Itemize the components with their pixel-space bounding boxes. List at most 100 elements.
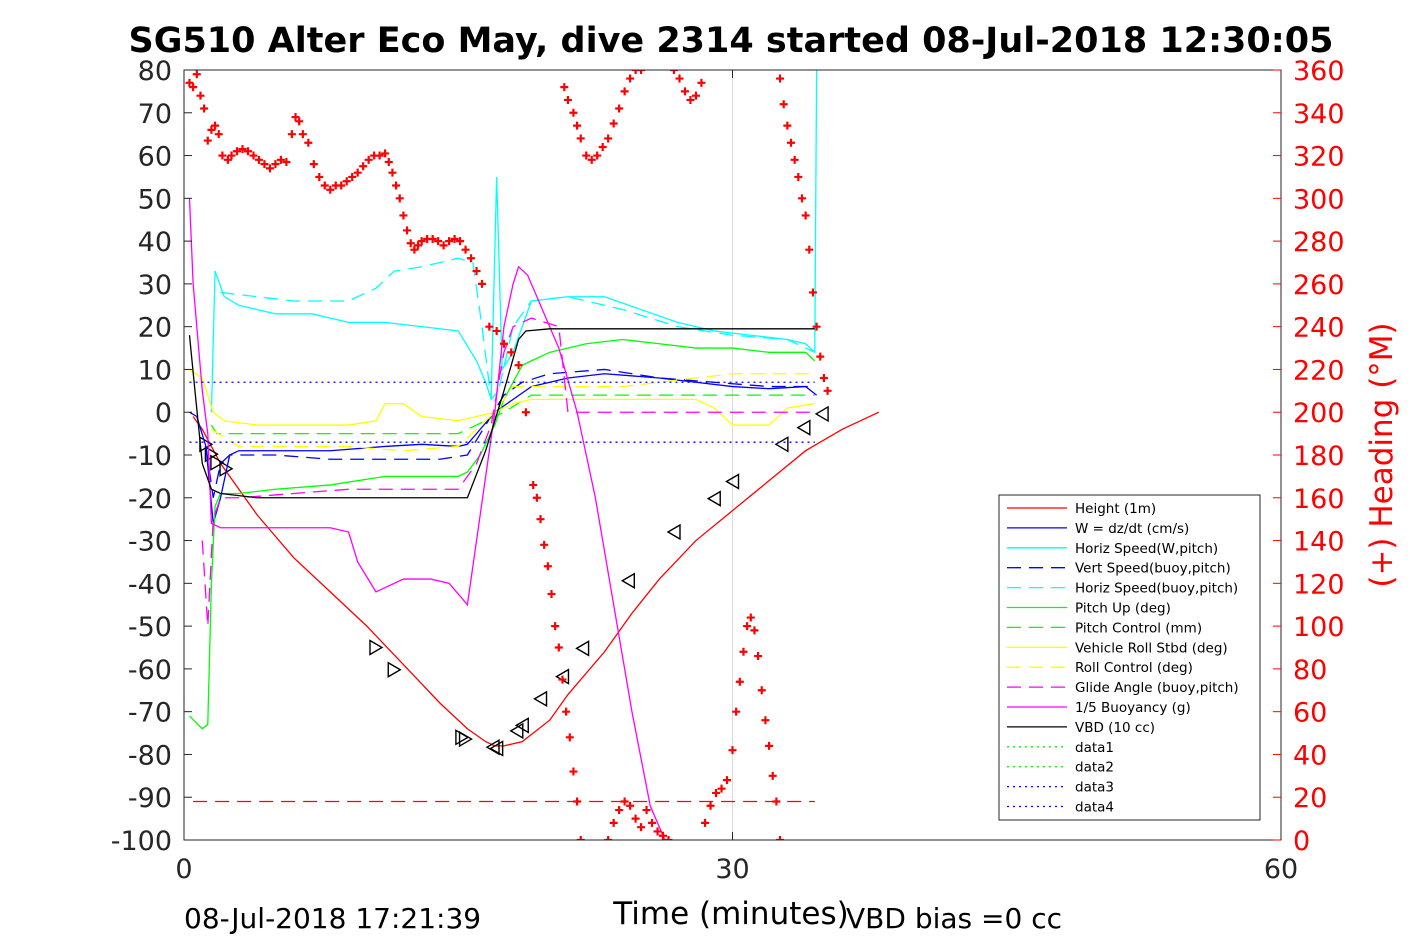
heading-point [816,352,825,361]
heading-point [529,480,538,489]
heading-point [304,138,313,147]
legend-label: Vert Speed(buoy,pitch) [1075,561,1231,577]
heading-point [282,157,291,166]
heading-point [410,245,419,254]
heading-point [547,590,556,599]
height-marker [575,640,590,657]
heading-point [706,801,715,810]
heading-point [551,622,560,631]
heading-point [456,237,465,246]
series-4-line [220,257,816,401]
heading-point [364,155,373,164]
height-marker [620,572,635,589]
heading-point [648,818,657,827]
heading-point [609,818,618,827]
legend-label: Pitch Up (deg) [1075,601,1171,617]
heading-point [680,87,689,96]
series-10-line [188,198,666,840]
x-axis-label: Time (minutes) [612,896,848,932]
heading-point [620,797,629,806]
legend-box [998,494,1261,821]
heading-point [615,806,624,815]
heading-point [604,134,613,143]
y-tick-label: -50 [128,612,172,643]
heading-point [735,677,744,686]
heading-point [309,160,318,169]
y-tick-label: 70 [138,99,172,130]
y-tick-label: -20 [128,484,172,515]
y-tick-label: 50 [138,184,172,215]
heading-point [598,143,607,151]
heading-point [417,237,426,246]
right-axis: 3603403203002802602402202001801601401201… [1273,56,1345,857]
heading-point [631,70,640,74]
heading-point [521,408,530,417]
heading-point [395,194,404,203]
heading-point [540,540,549,549]
heading-point [359,162,368,171]
heading-point [249,151,258,160]
heading-point [461,245,470,254]
heading-point [653,827,662,836]
legend-label: Height (1m) [1075,501,1156,517]
heading-point [728,746,737,755]
y-tick-label: -70 [128,698,172,729]
heading-point [254,155,263,164]
heading-point [434,237,443,246]
heading-point [478,279,487,288]
y-tick-label: 60 [138,142,172,173]
height-marker [666,523,681,541]
height-marker [814,405,829,423]
heading-point [754,652,763,661]
footer-timestamp: 08-Jul-2018 17:21:39 [184,902,481,935]
heading-point [776,74,785,83]
heading-point [664,836,673,840]
heading-point [406,239,415,248]
heading-point [185,78,194,87]
y2-tick-label: 220 [1293,355,1345,386]
heading-point [298,130,307,139]
legend: Height (1m) W = dz/dt (cm/s) Horiz Speed(W… [998,494,1261,821]
legend-label: Horiz Speed(W,pitch) [1075,541,1218,557]
heading-point [218,151,227,160]
heading-point [723,776,732,785]
legend-label: data3 [1075,780,1114,796]
heading-point [620,87,629,96]
heading-point [776,836,785,840]
y2-tick-label: 360 [1293,56,1345,87]
y2-tick-label: 320 [1293,142,1345,173]
heading-point [675,74,684,83]
heading-point [295,117,304,126]
heading-point [558,675,567,684]
height-marker [509,722,524,740]
y-tick-label: -80 [128,740,172,771]
left-axis: 80 70 60 50 40 30 20 10 0 -10 -20 -30 -40 -50 -60 -70 -8… [111,56,192,857]
height-marker [387,661,402,678]
y-tick-label: -60 [128,655,172,686]
heading-point [768,771,777,780]
heading-point [514,361,523,370]
heading-point [609,119,618,128]
height-marker [210,454,225,471]
height-marker [485,738,500,756]
y2-tick-label: 120 [1293,569,1345,600]
heading-point [712,788,721,797]
heading-point [626,801,635,810]
heading-point [615,104,624,113]
heading-point [507,348,516,357]
heading-point [189,83,198,92]
y2-tick-label: 0 [1293,826,1310,857]
series-11-line [188,328,815,499]
heading-point [626,74,635,83]
heading-point [772,797,781,806]
heading-point [569,767,578,776]
y2-tick-label: 260 [1293,270,1345,301]
series-6-line [210,394,815,435]
height-marker [369,639,384,656]
right-axis-label: (+) Heading (°M) [1364,322,1400,587]
y2-tick-label: 100 [1293,612,1345,643]
heading-point [669,70,678,74]
heading-point [593,151,602,160]
heading-point [439,241,448,250]
heading-point [445,237,454,246]
